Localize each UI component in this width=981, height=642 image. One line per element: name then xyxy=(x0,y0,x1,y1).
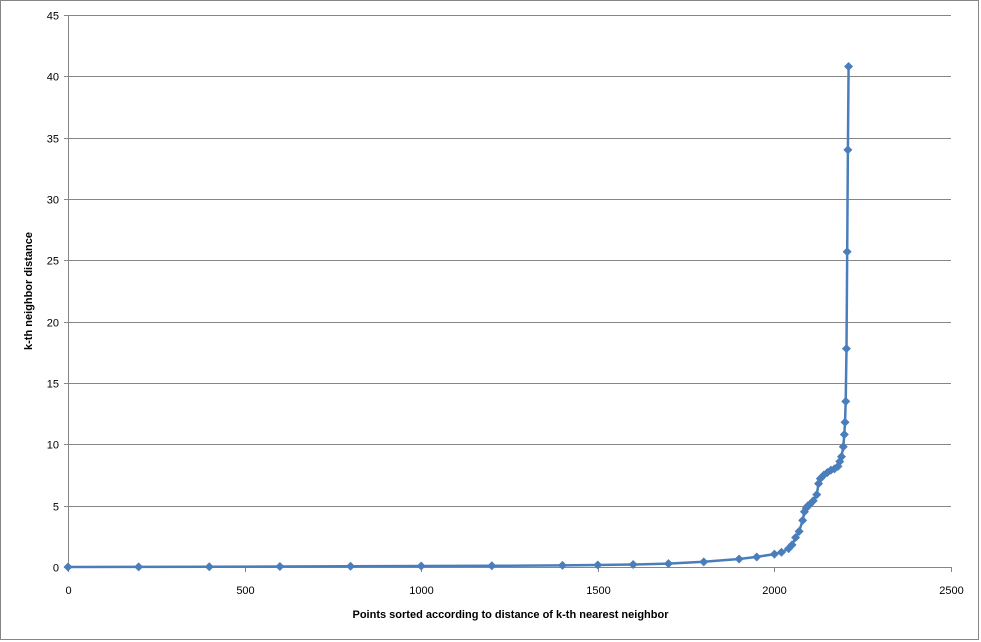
y-tick-label: 5 xyxy=(53,502,59,514)
grid-lines xyxy=(68,15,951,507)
data-point-diamond xyxy=(752,552,762,562)
data-point-diamond xyxy=(798,515,808,525)
y-tick-label: 10 xyxy=(47,440,59,452)
data-point-diamond xyxy=(63,562,73,572)
data-point-diamond xyxy=(787,540,797,550)
y-tick-labels: 0 5 10 15 20 25 30 35 40 45 xyxy=(47,11,59,575)
data-point-diamond xyxy=(842,247,852,257)
y-axis-title: k-th neighbor distance xyxy=(23,232,35,350)
data-point-diamond xyxy=(808,496,818,506)
y-tick-label: 20 xyxy=(47,318,59,330)
data-point-diamond xyxy=(844,62,854,72)
data-point-diamond xyxy=(416,561,426,571)
data-point-diamond xyxy=(812,490,822,500)
data-point-diamond xyxy=(837,452,847,462)
data-point-diamond xyxy=(628,560,638,570)
x-axis-title: Points sorted according to distance of k… xyxy=(353,609,670,621)
data-point-diamond xyxy=(841,396,851,406)
x-tick-label: 1500 xyxy=(586,585,610,597)
data-point-diamond xyxy=(699,557,709,567)
y-tick-label: 0 xyxy=(53,563,59,575)
x-tick-label: 500 xyxy=(236,585,254,597)
data-point-diamond xyxy=(838,442,848,452)
data-point-diamond xyxy=(839,430,849,440)
y-tick-label: 15 xyxy=(47,379,59,391)
y-tick-label: 30 xyxy=(47,195,59,207)
y-tick-label: 45 xyxy=(47,11,59,23)
data-point-diamond xyxy=(593,560,603,570)
data-point-diamond xyxy=(663,559,673,569)
x-tick-label: 0 xyxy=(65,585,71,597)
data-point-diamond xyxy=(734,554,744,564)
x-tick-labels: 0 500 1000 1500 2000 2500 xyxy=(65,585,963,597)
data-point-diamond xyxy=(794,526,804,536)
x-tick-label: 2000 xyxy=(762,585,786,597)
data-point-diamond xyxy=(275,562,285,572)
y-tick-label: 35 xyxy=(47,134,59,146)
x-tick-label: 1000 xyxy=(409,585,433,597)
data-point-diamond xyxy=(204,562,214,572)
data-point-diamond xyxy=(843,145,853,155)
data-point-diamond xyxy=(346,561,356,571)
data-point-diamond xyxy=(791,533,801,543)
series-k-distance xyxy=(63,62,854,572)
data-point-diamond xyxy=(134,562,144,572)
data-point-diamond xyxy=(557,560,567,570)
y-tick-label: 40 xyxy=(47,72,59,84)
data-point-diamond xyxy=(769,549,779,559)
data-point-diamond xyxy=(487,561,497,571)
data-point-diamond xyxy=(840,417,850,427)
y-tick-label: 25 xyxy=(47,256,59,268)
series-line xyxy=(67,66,850,569)
data-point-diamond xyxy=(841,344,851,354)
data-point-diamond xyxy=(776,547,786,557)
x-tick-label: 2500 xyxy=(939,585,963,597)
